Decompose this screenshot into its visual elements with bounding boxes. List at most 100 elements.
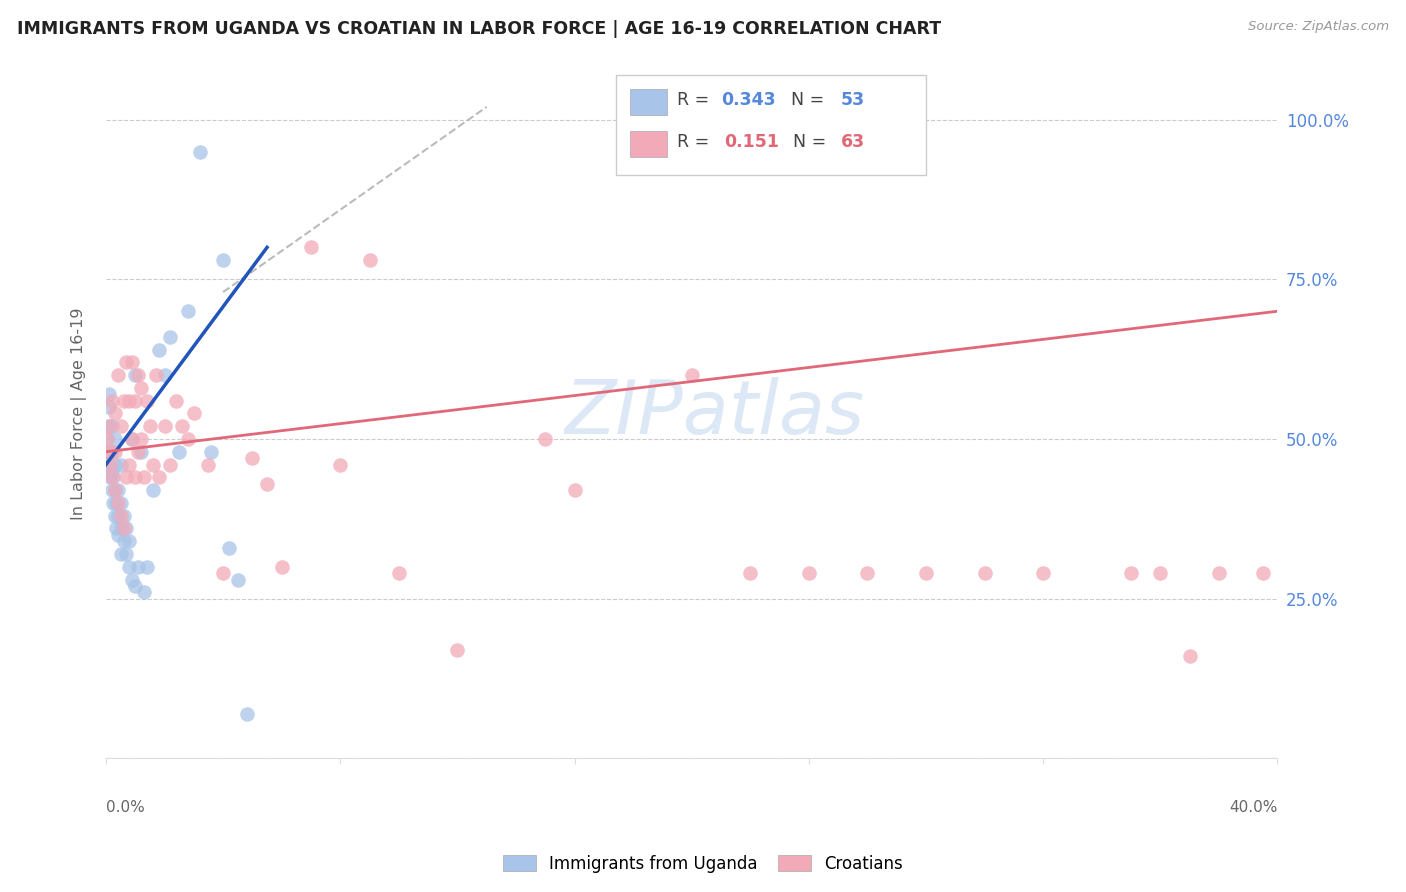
Point: [101, 483, 124, 497]
Point: [856, 566, 879, 581]
Point: [1032, 566, 1054, 581]
Text: R =: R =: [676, 133, 720, 151]
Point: [121, 573, 143, 587]
Point: [145, 368, 167, 383]
Point: [681, 368, 703, 383]
Point: [104, 432, 127, 446]
Point: [177, 304, 200, 318]
Point: [115, 355, 138, 369]
Point: [136, 393, 159, 408]
Point: [103, 496, 125, 510]
Point: [101, 470, 124, 484]
Point: [200, 444, 222, 458]
Point: [177, 432, 200, 446]
Point: [226, 573, 249, 587]
Point: [127, 444, 149, 458]
Point: [167, 444, 190, 458]
Text: IMMIGRANTS FROM UGANDA VS CROATIAN IN LABOR FORCE | AGE 16-19 CORRELATION CHART: IMMIGRANTS FROM UGANDA VS CROATIAN IN LA…: [17, 20, 941, 37]
Point: [110, 521, 132, 535]
Point: [110, 458, 132, 472]
Text: 0.151: 0.151: [724, 133, 779, 151]
Point: [112, 393, 135, 408]
Point: [388, 566, 411, 581]
Point: [104, 483, 127, 497]
Point: [118, 458, 141, 472]
Text: 63: 63: [841, 133, 865, 151]
Point: [121, 432, 143, 446]
Point: [148, 470, 170, 484]
Point: [127, 559, 149, 574]
Legend: Immigrants from Uganda, Croatians: Immigrants from Uganda, Croatians: [496, 848, 910, 880]
Point: [797, 566, 820, 581]
Point: [153, 368, 176, 383]
Point: [121, 355, 143, 369]
Point: [153, 419, 176, 434]
Point: [1208, 566, 1230, 581]
Point: [112, 521, 135, 535]
Point: [915, 566, 938, 581]
Point: [105, 521, 128, 535]
Point: [107, 496, 129, 510]
Point: [97, 444, 120, 458]
Point: [100, 444, 122, 458]
Point: [212, 566, 235, 581]
Point: [973, 566, 995, 581]
Point: [105, 496, 128, 510]
Text: 0.0%: 0.0%: [105, 800, 145, 814]
Point: [124, 393, 146, 408]
Point: [218, 541, 240, 555]
Point: [115, 470, 138, 484]
Point: [103, 470, 125, 484]
Point: [118, 559, 141, 574]
Point: [235, 706, 257, 721]
Point: [97, 419, 120, 434]
Point: [107, 368, 129, 383]
Point: [132, 470, 155, 484]
Point: [136, 559, 159, 574]
Point: [142, 458, 165, 472]
Point: [359, 253, 381, 268]
Point: [96, 458, 118, 472]
Y-axis label: In Labor Force | Age 16-19: In Labor Force | Age 16-19: [72, 307, 87, 520]
Point: [212, 253, 235, 268]
Text: 53: 53: [841, 91, 865, 109]
Point: [1119, 566, 1142, 581]
Text: R =: R =: [676, 91, 714, 109]
Point: [101, 393, 124, 408]
Point: [142, 483, 165, 497]
Point: [96, 432, 118, 446]
Point: [110, 496, 132, 510]
Point: [165, 393, 187, 408]
Point: [121, 432, 143, 446]
Point: [112, 534, 135, 549]
Point: [256, 476, 278, 491]
Point: [1149, 566, 1171, 581]
Point: [132, 585, 155, 599]
Point: [110, 547, 132, 561]
Point: [104, 508, 127, 523]
Point: [129, 432, 152, 446]
Point: [129, 381, 152, 395]
Point: [115, 547, 138, 561]
Point: [101, 464, 124, 478]
Point: [118, 534, 141, 549]
Bar: [630, 89, 666, 115]
Point: [270, 559, 292, 574]
Point: [107, 508, 129, 523]
Point: [100, 458, 122, 472]
Point: [534, 432, 557, 446]
Point: [104, 406, 127, 420]
Point: [124, 470, 146, 484]
Text: 40.0%: 40.0%: [1229, 800, 1278, 814]
Point: [172, 419, 194, 434]
Point: [112, 508, 135, 523]
Point: [107, 528, 129, 542]
Point: [299, 240, 322, 254]
Point: [159, 330, 181, 344]
Point: [139, 419, 162, 434]
Point: [127, 368, 149, 383]
Point: [740, 566, 762, 581]
Point: [104, 444, 127, 458]
Point: [97, 400, 120, 414]
Point: [188, 145, 211, 159]
